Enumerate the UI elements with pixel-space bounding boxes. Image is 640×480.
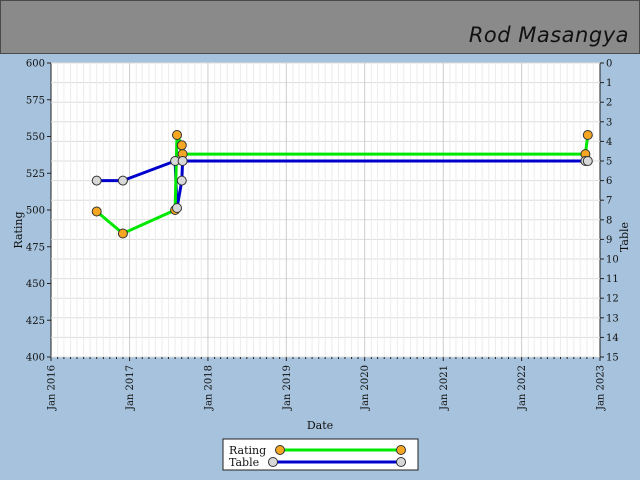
left-axis-tick-label: 400 — [26, 353, 45, 364]
x-axis-tick-label: Jan 2021 — [439, 365, 450, 411]
series-line-rating — [95, 133, 590, 235]
right-axis-tick-label: 11 — [606, 274, 619, 285]
data-point-table — [176, 175, 187, 186]
legend: Rating Table — [222, 438, 419, 471]
x-axis-tick-label: Jan 2018 — [203, 365, 214, 411]
right-axis-tick-label: 7 — [606, 196, 612, 207]
right-axis-tick-label: 10 — [606, 255, 619, 266]
left-axis-tick-label: 525 — [26, 169, 45, 180]
right-axis-tick-label: 0 — [606, 59, 612, 70]
legend-box — [222, 438, 419, 471]
right-axis-tick-label: 5 — [606, 157, 612, 168]
data-point-rating — [176, 140, 187, 151]
player-name: Rod Masangya — [468, 23, 629, 47]
right-axis-tick-label: 14 — [606, 333, 619, 344]
data-point-table — [172, 203, 182, 213]
right-axis-tick-label: 12 — [606, 294, 619, 305]
right-axis-tick-label: 15 — [606, 353, 619, 364]
data-point-table — [91, 175, 102, 186]
data-point-rating — [172, 130, 182, 140]
x-axis-label: Date — [307, 419, 333, 432]
legend-label-rating: Rating — [229, 444, 266, 457]
left-axis-tick-label: 550 — [26, 132, 45, 143]
legend-marker-table-start — [268, 457, 278, 467]
right-axis-tick-label: 9 — [606, 235, 612, 246]
x-axis-tick-label: Jan 2023 — [596, 365, 607, 411]
left-axis-tick-label: 500 — [26, 206, 45, 217]
x-axis-tick-label: Jan 2022 — [517, 365, 528, 411]
right-axis-tick-label: 6 — [606, 176, 612, 187]
data-point-table — [582, 156, 593, 166]
right-axis-tick-label: 4 — [606, 137, 612, 148]
left-axis-tick-label: 425 — [26, 316, 45, 327]
series-lines — [95, 133, 590, 235]
left-axis-tick-label: 575 — [26, 95, 45, 106]
right-axis-tick-label: 3 — [606, 117, 612, 128]
x-axis-tick-label: Jan 2017 — [125, 365, 136, 411]
x-axis-tick-label: Jan 2019 — [282, 365, 293, 411]
right-axis-tick-label: 8 — [606, 215, 612, 226]
left-axis-tick-label: 600 — [26, 59, 45, 70]
data-point-rating — [582, 130, 593, 140]
grid-lines — [51, 62, 600, 358]
series-points — [91, 130, 593, 239]
legend-marker-rating-start — [275, 445, 285, 455]
legend-label-table: Table — [229, 456, 259, 469]
series-line-table — [96, 159, 588, 210]
data-point-table — [177, 156, 188, 166]
y-axis-label-left: Rating — [12, 211, 25, 248]
left-axis: 400 425 450 475 500 525 550 575 600 — [26, 59, 51, 364]
data-point-rating — [91, 206, 102, 217]
x-axis-tick-label: Jan 2016 — [47, 365, 58, 411]
data-point-rating — [117, 228, 128, 239]
x-axis: Jan 2016 Jan 2017 Jan 2018 Jan 2019 Jan 2020… — [47, 357, 607, 411]
header-bar: Rod Masangya — [0, 0, 640, 54]
right-axis-tick-label: 2 — [606, 98, 612, 109]
left-axis-tick-label: 475 — [26, 242, 45, 253]
right-axis-tick-label: 1 — [606, 78, 612, 89]
x-axis-tick-label: Jan 2020 — [360, 365, 371, 411]
right-axis-tick-label: 13 — [606, 313, 619, 324]
legend-marker-rating-end — [396, 445, 406, 455]
left-axis-tick-label: 450 — [26, 279, 45, 290]
legend-marker-table-end — [396, 457, 406, 467]
y-axis-label-right: Table — [618, 222, 631, 252]
data-point-table — [117, 175, 128, 186]
